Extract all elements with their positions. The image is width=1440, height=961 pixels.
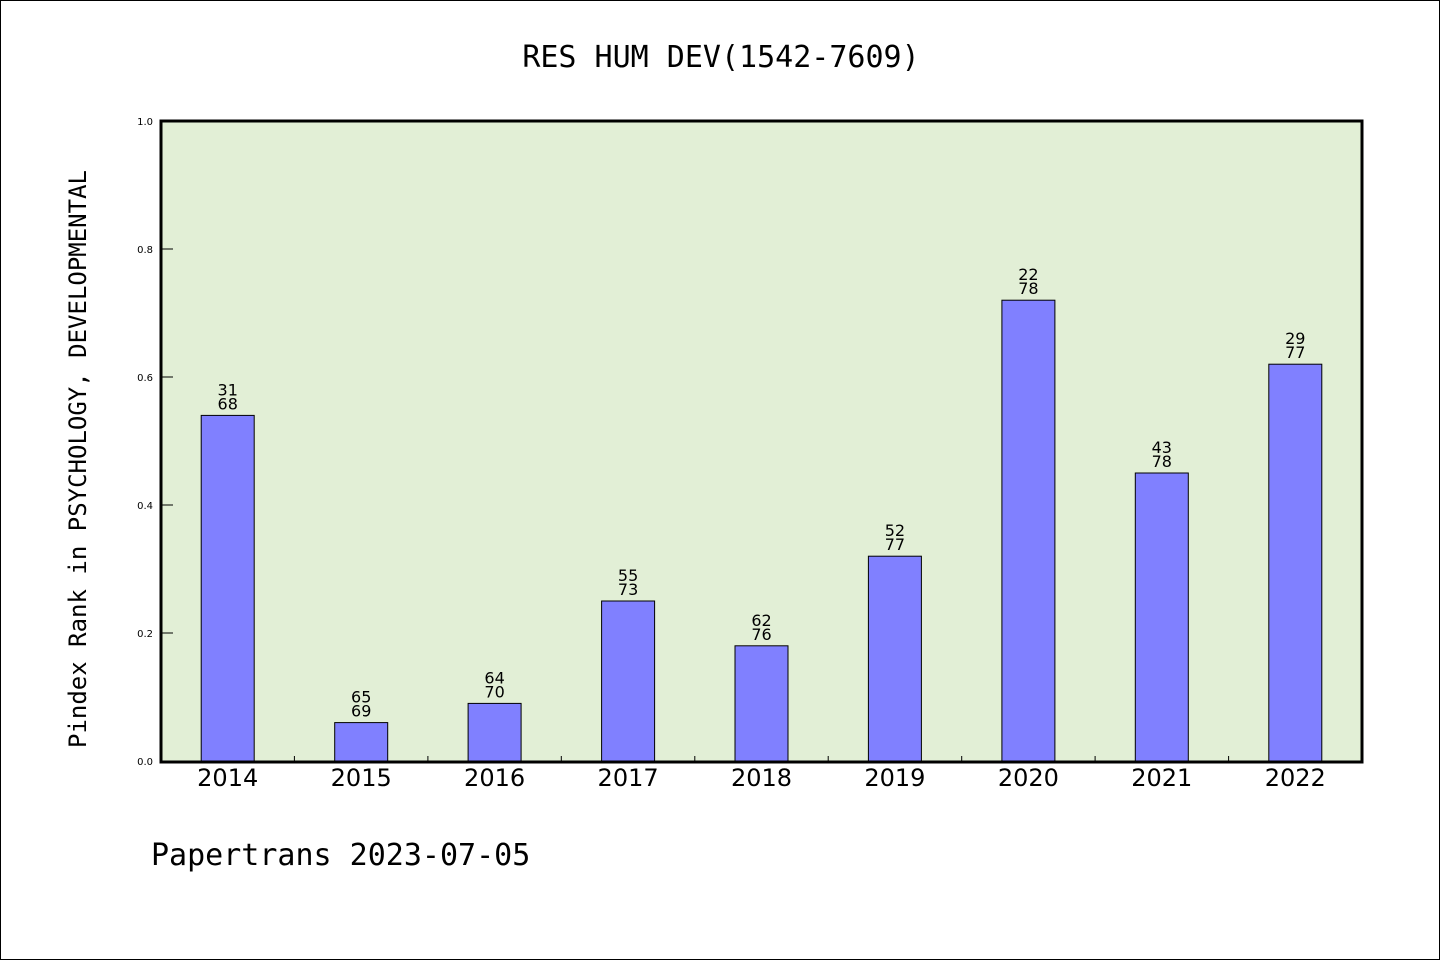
- x-tick-label-2022: 2022: [1265, 764, 1326, 792]
- bar-label-bottom-2014: 68: [218, 394, 238, 413]
- x-tick-label-2016: 2016: [464, 764, 525, 792]
- bar-label-top-2018: 62: [751, 611, 771, 630]
- bar-label-top-2021: 43: [1152, 438, 1172, 457]
- bar-label-bottom-2016: 70: [484, 682, 504, 701]
- bar-label-top-2022: 29: [1285, 329, 1305, 348]
- y-axis-label: Pindex Rank in PSYCHOLOGY, DEVELOPMENTAL: [64, 170, 92, 748]
- bar-label-top-2019: 52: [885, 521, 905, 540]
- y-tick-label-2: 0.4: [137, 501, 153, 512]
- x-tick-label-2018: 2018: [731, 764, 792, 792]
- bar-label-bottom-2017: 73: [618, 580, 638, 599]
- bar-label-top-2014: 31: [218, 380, 238, 399]
- x-ticks-group: 2014 2015 2016 2017 2018 2019 2020 2021 2022: [197, 756, 1326, 792]
- bar-2020: [1001, 299, 1056, 762]
- x-tick-label-2021: 2021: [1131, 764, 1192, 792]
- x-tick-label-2020: 2020: [998, 764, 1059, 792]
- bar-2015: [334, 722, 389, 762]
- x-tick-label-2017: 2017: [598, 764, 659, 792]
- bar-2022: [1268, 363, 1323, 762]
- footer-credit: Papertrans 2023-07-05: [151, 838, 530, 873]
- y-tick-label-3: 0.6: [137, 373, 153, 384]
- x-tick-label-2015: 2015: [331, 764, 392, 792]
- bar-label-bottom-2019: 77: [885, 535, 905, 554]
- bar-label-top-2015: 65: [351, 688, 371, 707]
- x-tick-label-2019: 2019: [864, 764, 925, 792]
- bar-label-bottom-2015: 69: [351, 702, 371, 721]
- bar-label-bottom-2022: 77: [1285, 343, 1305, 362]
- bar-label-bottom-2020: 78: [1018, 279, 1038, 298]
- y-tick-label-5: 1.0: [137, 117, 153, 128]
- bar-2014: [200, 414, 255, 762]
- bar-2017: [601, 600, 656, 762]
- bar-label-top-2020: 22: [1018, 265, 1038, 284]
- y-tick-label-1: 0.2: [137, 629, 153, 640]
- bar-label-bottom-2021: 78: [1152, 452, 1172, 471]
- bar-label-top-2016: 64: [484, 668, 504, 687]
- bar-label-top-2017: 55: [618, 566, 638, 585]
- bar-label-bottom-2018: 76: [751, 625, 771, 644]
- y-tick-label-0: 0.0: [137, 757, 153, 768]
- bar-2019: [867, 555, 922, 762]
- bar-2021: [1134, 472, 1189, 762]
- bars-group: [200, 299, 1323, 762]
- bar-2018: [734, 645, 789, 762]
- bar-2016: [467, 702, 522, 762]
- chart-title: RES HUM DEV(1542-7609): [522, 40, 919, 75]
- x-tick-label-2014: 2014: [197, 764, 258, 792]
- y-tick-label-4: 0.8: [137, 245, 153, 256]
- plot-border: [159, 119, 1364, 764]
